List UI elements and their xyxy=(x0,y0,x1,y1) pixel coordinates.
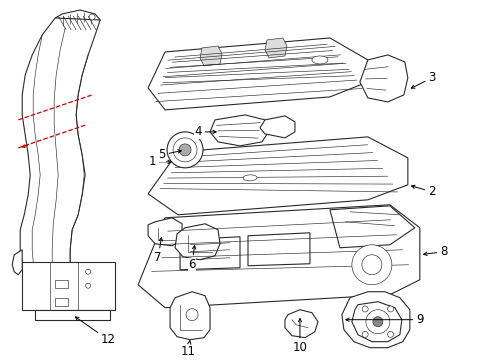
Polygon shape xyxy=(260,116,294,138)
Polygon shape xyxy=(12,250,22,275)
Circle shape xyxy=(387,306,393,312)
Polygon shape xyxy=(20,18,100,268)
Circle shape xyxy=(167,132,203,168)
Circle shape xyxy=(85,283,90,288)
Text: 2: 2 xyxy=(411,185,435,198)
Polygon shape xyxy=(138,205,419,308)
Circle shape xyxy=(179,144,191,156)
Circle shape xyxy=(351,245,391,285)
Polygon shape xyxy=(148,38,367,110)
Polygon shape xyxy=(55,280,68,288)
Polygon shape xyxy=(148,218,182,246)
Ellipse shape xyxy=(243,175,257,181)
Circle shape xyxy=(362,332,367,337)
Polygon shape xyxy=(35,310,110,320)
Polygon shape xyxy=(22,262,115,310)
Text: 12: 12 xyxy=(75,317,115,346)
Circle shape xyxy=(362,306,367,312)
Circle shape xyxy=(365,310,389,334)
Polygon shape xyxy=(55,298,68,306)
Circle shape xyxy=(85,269,90,274)
Circle shape xyxy=(185,309,198,321)
Text: 1: 1 xyxy=(148,156,171,168)
Polygon shape xyxy=(359,55,407,102)
Text: 4: 4 xyxy=(194,125,216,138)
Text: 10: 10 xyxy=(292,319,307,354)
Polygon shape xyxy=(285,310,317,338)
Text: 3: 3 xyxy=(410,71,435,88)
Polygon shape xyxy=(264,38,286,58)
Polygon shape xyxy=(200,46,222,66)
Polygon shape xyxy=(175,224,220,260)
Circle shape xyxy=(372,317,382,327)
Polygon shape xyxy=(210,115,269,146)
Circle shape xyxy=(361,255,381,275)
Text: 7: 7 xyxy=(154,238,162,264)
Circle shape xyxy=(89,14,95,20)
Text: 9: 9 xyxy=(345,313,423,326)
Text: 5: 5 xyxy=(158,148,181,161)
Text: 8: 8 xyxy=(423,245,447,258)
Polygon shape xyxy=(341,292,409,348)
Polygon shape xyxy=(170,292,210,340)
Text: 6: 6 xyxy=(188,246,195,271)
Polygon shape xyxy=(329,206,414,248)
Polygon shape xyxy=(247,233,309,266)
Polygon shape xyxy=(351,302,401,342)
Text: 11: 11 xyxy=(180,341,195,358)
Polygon shape xyxy=(180,237,240,270)
Circle shape xyxy=(387,332,393,337)
Circle shape xyxy=(173,138,197,162)
Ellipse shape xyxy=(311,56,327,64)
Polygon shape xyxy=(148,137,407,215)
Polygon shape xyxy=(55,10,100,32)
